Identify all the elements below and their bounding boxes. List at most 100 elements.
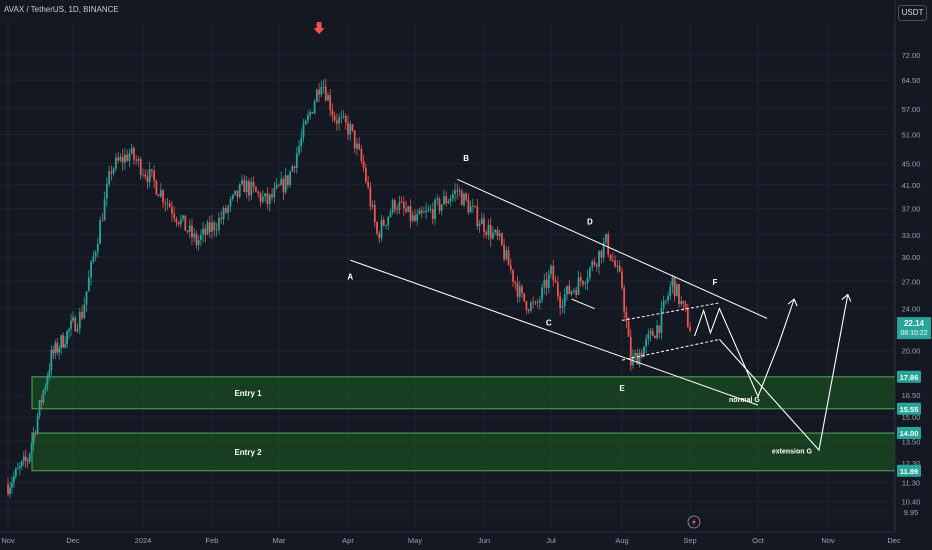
candle-body xyxy=(211,222,213,232)
candle-body xyxy=(327,95,329,101)
candle-body xyxy=(266,193,269,205)
candle-body xyxy=(503,244,505,260)
candle-body xyxy=(164,202,167,204)
candle-body xyxy=(623,287,626,312)
candle-body xyxy=(568,285,571,294)
candle-body xyxy=(238,184,241,197)
y-tick-label: 72.00 xyxy=(902,51,921,60)
candle-body xyxy=(605,234,607,243)
candle-body xyxy=(92,256,95,262)
candle-body xyxy=(315,89,318,102)
x-tick-label: Apr xyxy=(342,536,354,545)
candle-body xyxy=(11,482,13,488)
candle-body xyxy=(454,190,456,195)
candle-body xyxy=(507,250,510,266)
candle-body xyxy=(478,224,481,227)
candle-body xyxy=(231,194,234,199)
candle-body xyxy=(261,196,264,202)
candle-body xyxy=(658,325,661,333)
candle-body xyxy=(532,302,535,304)
candle-body xyxy=(215,229,218,231)
candle-body xyxy=(489,224,492,239)
candle-body xyxy=(54,342,57,354)
candle-body xyxy=(405,208,407,212)
candle-body xyxy=(598,250,600,267)
candle-body xyxy=(591,261,594,268)
y-tick-label: 9.95 xyxy=(904,508,919,517)
zone-box xyxy=(31,432,896,472)
candle-body xyxy=(213,222,216,231)
candle-body xyxy=(275,184,278,189)
candle-body xyxy=(193,233,196,238)
candle-body xyxy=(561,306,564,308)
candle-body xyxy=(124,154,126,163)
candle-body xyxy=(675,284,678,297)
candle-body xyxy=(518,286,521,297)
candle-body xyxy=(322,86,325,88)
candle-body xyxy=(521,286,523,293)
candle-body xyxy=(28,453,31,462)
last-price-label: 22.14 xyxy=(904,319,925,328)
zone-price-tag xyxy=(897,402,921,415)
lower-channel-line xyxy=(350,259,759,406)
candle-body xyxy=(530,302,532,311)
candle-body xyxy=(128,153,131,161)
candle-body xyxy=(130,147,133,154)
candle-body xyxy=(208,222,211,232)
candle-body xyxy=(525,301,528,310)
candle-body xyxy=(629,336,632,366)
candle-body xyxy=(76,328,79,332)
candle-body xyxy=(469,206,472,213)
time-axis: Nov Dec 2024 Feb Mar Apr May Jun Jul Aug Sep Oct Nov… xyxy=(0,531,901,545)
candle-body xyxy=(313,101,316,114)
candle-body xyxy=(121,156,124,163)
candle-body xyxy=(614,260,617,267)
candle-body xyxy=(24,456,27,461)
inner-upper-line xyxy=(621,302,720,321)
candle-body xyxy=(7,484,9,494)
candle-body xyxy=(589,267,591,278)
candle-body xyxy=(534,301,537,304)
candle-body xyxy=(689,326,691,332)
candle-body xyxy=(264,193,267,197)
candle-body xyxy=(593,261,596,265)
candle-body xyxy=(360,149,363,161)
candle-body xyxy=(654,335,656,339)
candle-body xyxy=(545,279,548,289)
currency-button[interactable]: USDT xyxy=(898,5,927,21)
candle-body xyxy=(236,190,239,197)
candle-body xyxy=(62,335,65,348)
candle-body xyxy=(153,170,156,181)
arrowhead-icon xyxy=(787,298,798,307)
candle-body xyxy=(509,265,512,270)
candle-body xyxy=(387,216,390,226)
candle-body xyxy=(458,190,461,192)
candle-series xyxy=(7,78,691,499)
candle-body xyxy=(660,307,663,333)
candle-body xyxy=(199,234,202,241)
candle-body xyxy=(50,349,53,371)
candle-body xyxy=(391,200,394,213)
candle-body xyxy=(168,203,171,208)
candle-body xyxy=(229,198,232,207)
projection-extension-path xyxy=(719,294,849,452)
candle-body xyxy=(259,193,262,202)
candle-body xyxy=(298,145,300,154)
candle-body xyxy=(416,214,419,221)
target-label-normal: normal G xyxy=(729,397,760,404)
candle-body xyxy=(456,190,459,192)
x-tick-label: Oct xyxy=(752,536,765,545)
candle-body xyxy=(607,234,610,255)
zone-price-label: 15.55 xyxy=(900,405,919,414)
candle-body xyxy=(30,443,33,454)
zone-price-label: 14.00 xyxy=(900,429,919,438)
candle-body xyxy=(516,283,519,297)
candle-body xyxy=(411,215,414,221)
x-tick-label: Sep xyxy=(683,536,696,545)
candle-body xyxy=(85,291,88,305)
candle-body xyxy=(46,376,49,387)
candle-body xyxy=(418,210,421,215)
candle-body xyxy=(126,154,129,161)
